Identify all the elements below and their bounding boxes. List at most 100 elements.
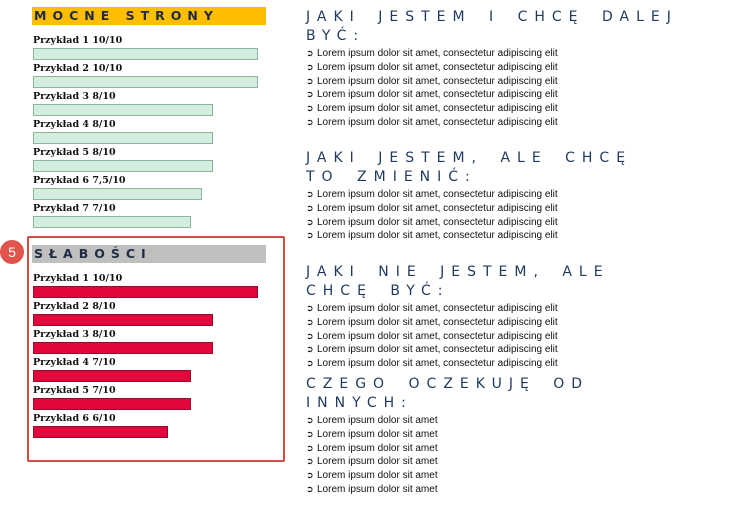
arrow-bullet-icon: ➲ xyxy=(306,358,314,369)
list-item: ➲ Lorem ipsum dolor sit amet, consectetur… xyxy=(306,316,681,330)
arrow-bullet-icon: ➲ xyxy=(306,344,314,355)
section-title: JAKI NIE JESTEM, ALE CHCĘ BYĆ: xyxy=(306,264,610,299)
skill-label: Przykład 5 7/10 xyxy=(33,385,116,396)
arrow-bullet-icon: ➲ xyxy=(306,216,314,227)
skill-label: Przykład 6 7,5/10 xyxy=(33,175,126,186)
skill-label: Przykład 2 10/10 xyxy=(33,63,123,74)
skill-bar-track xyxy=(33,286,258,298)
arrow-bullet-icon: ➲ xyxy=(306,303,314,313)
bullet-list: ➲ Lorem ipsum dolor sit amet, consectetur… xyxy=(306,302,681,371)
arrow-bullet-icon: ➲ xyxy=(306,230,314,241)
list-item: ➲ Lorem ipsum dolor sit amet xyxy=(306,483,606,497)
skill-item: Przykład 1 10/10 xyxy=(32,273,268,301)
arrow-bullet-icon: ➲ xyxy=(306,116,314,127)
list-item-text: Lorem ipsum dolor sit amet, consectetur … xyxy=(317,303,558,314)
skill-item: Przykład 1 10/10 xyxy=(32,35,268,63)
skill-bar xyxy=(33,104,213,116)
list-item-text: Lorem ipsum dolor sit amet xyxy=(317,456,438,468)
arrow-bullet-icon: ➲ xyxy=(306,189,314,199)
skill-label: Przykład 5 8/10 xyxy=(33,147,116,158)
skill-label: Przykład 7 7/10 xyxy=(33,203,116,214)
arrow-bullet-icon: ➲ xyxy=(306,428,314,439)
arrow-bullet-icon: ➲ xyxy=(306,442,314,453)
skill-bar xyxy=(33,48,258,60)
list-item-text: Lorem ipsum dolor sit amet, consectetur … xyxy=(317,61,558,73)
skill-bar xyxy=(33,426,168,438)
list-item: ➲ Lorem ipsum dolor sit amet, consectetur… xyxy=(306,357,681,371)
skill-bar-track xyxy=(33,48,258,60)
skill-bar xyxy=(33,76,258,88)
strengths-section: MOCNE STRONY Przykład 1 10/10 Przykład 2 … xyxy=(32,7,268,231)
skill-bar xyxy=(33,314,213,326)
list-item-text: Lorem ipsum dolor sit amet xyxy=(317,470,438,482)
list-item-text: Lorem ipsum dolor sit amet xyxy=(317,415,438,426)
skill-bar-track xyxy=(33,342,258,354)
skill-label: Przykład 3 8/10 xyxy=(33,91,116,102)
weaknesses-list: Przykład 1 10/10 Przykład 2 8/10 Przykład … xyxy=(32,273,268,441)
list-item: ➲ Lorem ipsum dolor sit amet, consectetur… xyxy=(306,75,726,89)
arrow-bullet-icon: ➲ xyxy=(306,61,314,72)
skill-item: Przykład 7 7/10 xyxy=(32,203,268,231)
section-title: CZEGO OCZEKUJĘ OD INNYCH: xyxy=(306,376,590,411)
step-badge: 5 xyxy=(0,240,24,264)
skill-label: Przykład 1 10/10 xyxy=(33,273,123,284)
arrow-bullet-icon: ➲ xyxy=(306,202,314,213)
skill-label: Przykład 3 8/10 xyxy=(33,329,116,340)
skill-bar-track xyxy=(33,76,258,88)
list-item-text: Lorem ipsum dolor sit amet, consectetur … xyxy=(317,358,558,370)
skill-item: Przykład 4 7/10 xyxy=(32,357,268,385)
bullet-list: ➲ Lorem ipsum dolor sit amet ➲ Lorem ipsum … xyxy=(306,414,606,497)
section-become: JAKI NIE JESTEM, ALE CHCĘ BYĆ: ➲ Lorem ip… xyxy=(306,263,681,371)
skill-item: Przykład 3 8/10 xyxy=(32,91,268,119)
list-item: ➲ Lorem ipsum dolor sit amet, consectetur… xyxy=(306,229,676,243)
bullet-list: ➲ Lorem ipsum dolor sit amet, consectetur… xyxy=(306,188,676,243)
skill-item: Przykład 3 8/10 xyxy=(32,329,268,357)
list-item-text: Lorem ipsum dolor sit amet, consectetur … xyxy=(317,230,558,242)
arrow-bullet-icon: ➲ xyxy=(306,316,314,327)
arrow-bullet-icon: ➲ xyxy=(306,330,314,341)
skill-bar-track xyxy=(33,104,258,116)
list-item-text: Lorem ipsum dolor sit amet, consectetur … xyxy=(317,116,558,128)
arrow-bullet-icon: ➲ xyxy=(306,75,314,86)
list-item: ➲ Lorem ipsum dolor sit amet, consectetur… xyxy=(306,343,681,357)
list-item-text: Lorem ipsum dolor sit amet, consectetur … xyxy=(317,330,558,342)
skill-bar-track xyxy=(33,426,258,438)
list-item: ➲ Lorem ipsum dolor sit amet xyxy=(306,414,606,428)
skill-bar xyxy=(33,188,202,200)
skill-bar xyxy=(33,398,191,410)
skill-bar-track xyxy=(33,216,258,228)
bullet-list: ➲ Lorem ipsum dolor sit amet, consectetur… xyxy=(306,47,726,130)
list-item: ➲ Lorem ipsum dolor sit amet, consectetur… xyxy=(306,61,726,75)
skill-bar-track xyxy=(33,370,258,382)
arrow-bullet-icon: ➲ xyxy=(306,456,314,467)
list-item: ➲ Lorem ipsum dolor sit amet, consectetur… xyxy=(306,88,726,102)
arrow-bullet-icon: ➲ xyxy=(306,103,314,114)
skill-bar xyxy=(33,370,191,382)
list-item-text: Lorem ipsum dolor sit amet, consectetur … xyxy=(317,216,558,228)
arrow-bullet-icon: ➲ xyxy=(306,483,314,494)
skill-item: Przykład 2 10/10 xyxy=(32,63,268,91)
list-item: ➲ Lorem ipsum dolor sit amet, consectetur… xyxy=(306,302,681,316)
skill-label: Przykład 4 7/10 xyxy=(33,357,116,368)
list-item-text: Lorem ipsum dolor sit amet xyxy=(317,442,438,454)
skill-item: Przykład 6 6/10 xyxy=(32,413,268,441)
arrow-bullet-icon: ➲ xyxy=(306,415,314,425)
section-change: JAKI JESTEM, ALE CHCĘ TO ZMIENIĆ: ➲ Lorem… xyxy=(306,149,676,243)
list-item-text: Lorem ipsum dolor sit amet, consectetur … xyxy=(317,202,558,214)
list-item-text: Lorem ipsum dolor sit amet, consectetur … xyxy=(317,103,558,115)
section-stay: JAKI JESTEM I CHCĘ DALEJ BYĆ: ➲ Lorem ips… xyxy=(306,8,726,130)
list-item: ➲ Lorem ipsum dolor sit amet xyxy=(306,469,606,483)
list-item: ➲ Lorem ipsum dolor sit amet, consectetur… xyxy=(306,216,676,230)
list-item: ➲ Lorem ipsum dolor sit amet, consectetur… xyxy=(306,330,681,344)
list-item-text: Lorem ipsum dolor sit amet, consectetur … xyxy=(317,48,558,59)
skill-bar xyxy=(33,160,213,172)
strengths-header: MOCNE STRONY xyxy=(32,7,266,25)
skill-item: Przykład 5 7/10 xyxy=(32,385,268,413)
list-item-text: Lorem ipsum dolor sit amet xyxy=(317,428,438,440)
skill-label: Przykład 1 10/10 xyxy=(33,35,123,46)
list-item-text: Lorem ipsum dolor sit amet, consectetur … xyxy=(317,75,558,87)
list-item-text: Lorem ipsum dolor sit amet, consectetur … xyxy=(317,316,558,328)
list-item: ➲ Lorem ipsum dolor sit amet xyxy=(306,442,606,456)
skill-bar-track xyxy=(33,188,258,200)
skill-item: Przykład 4 8/10 xyxy=(32,119,268,147)
